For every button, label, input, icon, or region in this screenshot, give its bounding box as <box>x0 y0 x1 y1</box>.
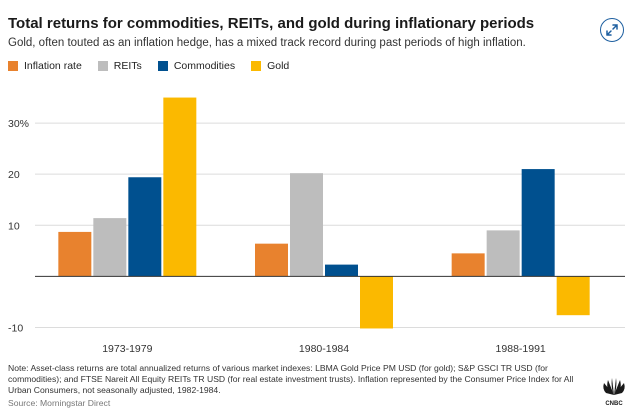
bar <box>290 173 323 277</box>
bar <box>521 169 555 277</box>
bar <box>58 231 92 277</box>
bar <box>325 264 358 277</box>
bar <box>360 276 393 329</box>
expand-button[interactable] <box>600 18 624 42</box>
y-tick-label: 20 <box>8 169 20 181</box>
chart-title: Total returns for commodities, REITs, an… <box>8 15 535 32</box>
bar <box>451 253 485 277</box>
legend-item: Commodities <box>157 60 236 72</box>
cnbc-peacock-icon: CNBC <box>603 378 625 407</box>
chart-subtitle: Gold, often touted as an inflation hedge… <box>8 37 526 49</box>
x-tick-label: 1980-1984 <box>299 343 349 355</box>
chart-note: Note: Asset-class returns are total annu… <box>8 363 574 396</box>
bar <box>486 230 520 277</box>
legend-swatch <box>8 61 18 71</box>
legend-label: Gold <box>267 60 290 72</box>
chart-legend: Inflation rate REITs Commodities Gold <box>8 58 305 74</box>
legend-swatch <box>251 61 262 71</box>
y-tick-label: 10 <box>8 220 20 232</box>
bar <box>556 276 590 316</box>
legend-label: Commodities <box>173 60 236 72</box>
cnbc-logo: CNBC <box>598 375 630 407</box>
legend-swatch <box>97 61 108 71</box>
x-tick-label: 1988-1991 <box>496 343 546 355</box>
legend-item: Gold <box>251 60 289 72</box>
bar <box>93 218 127 277</box>
legend-swatch <box>157 61 168 71</box>
legend-label: Inflation rate <box>24 60 82 72</box>
x-tick-label: 1973-1979 <box>102 343 152 355</box>
expand-icon <box>606 24 618 36</box>
legend-label: REITs <box>113 60 142 72</box>
bar <box>255 243 288 277</box>
legend-item: REITs <box>97 60 142 72</box>
cnbc-logo-text: CNBC <box>605 401 623 407</box>
chart-source: Source: Morningstar Direct <box>8 398 111 408</box>
y-tick-label: 30% <box>8 118 29 130</box>
bar <box>163 97 197 277</box>
bar <box>128 177 162 277</box>
y-tick-label: -10 <box>8 322 23 334</box>
legend-item: Inflation rate <box>8 60 82 72</box>
